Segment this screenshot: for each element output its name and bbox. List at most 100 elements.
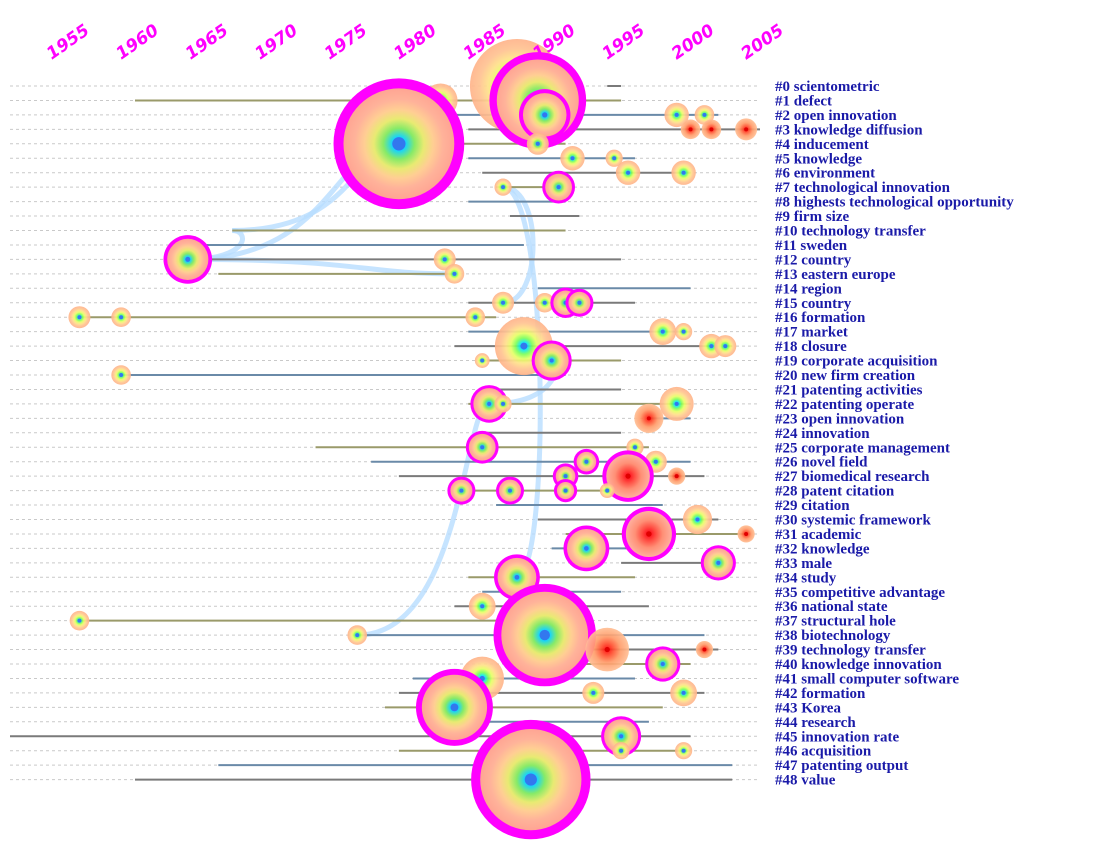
- cluster-label: #14 region: [775, 281, 842, 297]
- cluster-label: #46 acquisition: [775, 744, 872, 760]
- citation-node-core: [744, 127, 749, 132]
- cluster-label: #47 patenting output: [775, 758, 908, 774]
- cluster-label: #42 formation: [775, 686, 866, 702]
- year-tick-label: 2005: [738, 21, 788, 65]
- cluster-label: #21 patenting activities: [775, 382, 923, 398]
- cluster-label: #10 technology transfer: [775, 224, 926, 240]
- cluster-label: #25 corporate management: [775, 440, 950, 456]
- cluster-link: [502, 184, 536, 306]
- citation-node-core: [653, 459, 658, 464]
- cluster-label: #34 study: [775, 570, 837, 586]
- cluster-label: #30 systemic framework: [775, 513, 931, 529]
- citation-node-core: [442, 257, 447, 262]
- cluster-label: #11 sweden: [775, 238, 848, 254]
- citation-node-core: [626, 170, 631, 175]
- cluster-label: #4 inducement: [775, 137, 869, 153]
- citation-node-core: [542, 300, 547, 305]
- citation-node-core: [480, 445, 485, 450]
- citation-node-core: [744, 531, 749, 536]
- citation-node-core: [674, 474, 679, 479]
- citation-node-core: [450, 703, 459, 712]
- cluster-label: #31 academic: [775, 527, 862, 543]
- cluster-label: #27 biomedical research: [775, 469, 930, 485]
- citation-node-core: [452, 271, 457, 276]
- citation-node-core: [549, 358, 554, 363]
- cluster-label: #20 new firm creation: [775, 368, 916, 384]
- cluster-label: #13 eastern europe: [775, 267, 896, 283]
- citation-node-core: [591, 690, 596, 695]
- cluster-label: #48 value: [775, 773, 836, 789]
- citation-node-core: [520, 342, 528, 350]
- citation-node-core: [119, 373, 124, 377]
- cluster-label: #24 innovation: [775, 426, 870, 442]
- citation-node-core: [688, 127, 693, 132]
- citation-node-core: [612, 156, 617, 161]
- citation-node-core: [563, 474, 568, 479]
- cluster-label: #3 knowledge diffusion: [775, 122, 923, 138]
- citation-node-core: [716, 560, 721, 565]
- cluster-label: #0 scientometric: [775, 79, 880, 95]
- citation-node-core: [619, 734, 624, 739]
- cluster-label: #40 knowledge innovation: [775, 657, 942, 673]
- cluster-label: #8 highests technological opportunity: [775, 195, 1014, 211]
- citation-node-core: [619, 748, 624, 753]
- cluster-label: #36 national state: [775, 599, 888, 615]
- cluster-label: #28 patent citation: [775, 484, 895, 500]
- citation-node-core: [709, 127, 714, 132]
- year-axis: 1955 1960 1965 1970 1975 1980 1985 1990 1995 2000…: [43, 20, 788, 64]
- citation-node-core: [584, 459, 589, 464]
- year-tick-label: 1975: [321, 21, 371, 65]
- cluster-label: #32 knowledge: [775, 541, 870, 557]
- citation-node-core: [514, 574, 520, 580]
- cluster-nodes: [68, 39, 758, 840]
- citation-node-core: [584, 546, 589, 551]
- citation-node-core: [119, 315, 124, 320]
- cluster-label: #39 technology transfer: [775, 643, 926, 659]
- cluster-label: #12 country: [775, 252, 852, 268]
- cluster-label: #19 corporate acquisition: [775, 354, 938, 370]
- cluster-label: #6 environment: [775, 166, 875, 182]
- cluster-label: #37 structural hole: [775, 614, 896, 630]
- citation-node-core: [480, 604, 485, 609]
- citation-node-core: [524, 773, 537, 786]
- citation-node-core: [501, 300, 506, 305]
- cluster-label: #33 male: [775, 556, 832, 572]
- citation-node-core: [646, 416, 651, 421]
- cluster-label: #45 innovation rate: [775, 729, 900, 745]
- citation-node-core: [77, 315, 82, 320]
- citation-node-core: [695, 517, 700, 522]
- cluster-label: #5 knowledge: [775, 151, 862, 167]
- citation-node-core: [681, 170, 686, 175]
- citation-node-core: [570, 156, 575, 161]
- citation-node-core: [681, 748, 686, 753]
- citation-node-core: [459, 488, 464, 493]
- citation-node-core: [77, 618, 82, 623]
- year-tick-label: 1980: [390, 20, 440, 64]
- cluster-label: #43 Korea: [775, 700, 841, 716]
- citation-node-core: [480, 358, 485, 363]
- citation-node-core: [646, 531, 652, 537]
- citation-node-core: [508, 488, 512, 493]
- citation-node-core: [702, 647, 707, 652]
- citation-node-core: [681, 329, 686, 334]
- year-tick-label: 1965: [182, 21, 232, 65]
- citation-node-core: [660, 329, 665, 334]
- year-tick-label: 1960: [113, 20, 163, 64]
- citation-node-core: [605, 488, 610, 493]
- citation-node-core: [355, 633, 360, 638]
- citation-node-core: [501, 185, 506, 190]
- cluster-label: #41 small computer software: [775, 671, 959, 687]
- cluster-label: #18 closure: [775, 339, 847, 355]
- cluster-label: #7 technological innovation: [775, 180, 951, 196]
- citation-node-core: [542, 112, 548, 118]
- citation-node-core: [392, 137, 406, 151]
- citation-node-core: [604, 646, 610, 653]
- year-tick-label: 1970: [251, 20, 301, 64]
- citation-node-core: [674, 401, 679, 406]
- cluster-label: #26 novel field: [775, 455, 868, 471]
- citation-node-core: [185, 256, 191, 262]
- cluster-label: #9 firm size: [775, 209, 849, 225]
- cluster-label: #1 defect: [775, 93, 832, 109]
- cluster-label: #38 biotechnology: [775, 628, 891, 644]
- cluster-label: #35 competitive advantage: [775, 585, 945, 601]
